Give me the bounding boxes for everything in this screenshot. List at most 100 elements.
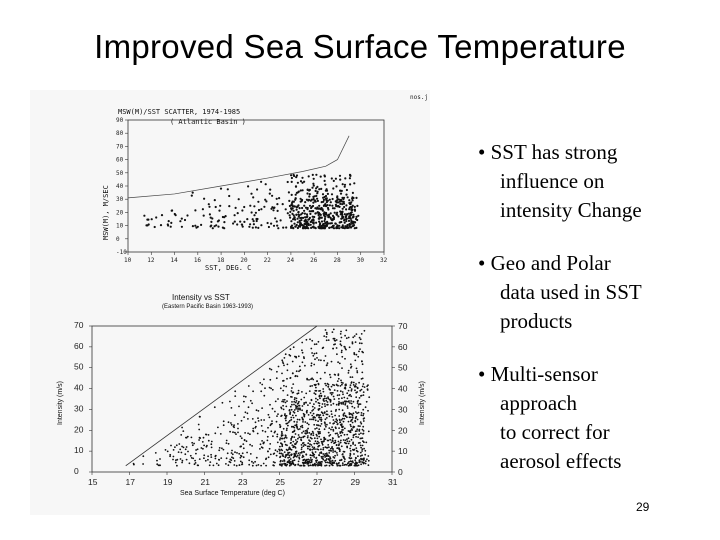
scatter-point [354, 444, 357, 447]
scatter-point [191, 441, 194, 444]
scatter-point [297, 452, 300, 455]
scatter-point [247, 385, 250, 387]
scatter-point [281, 464, 283, 467]
scatter-point [326, 410, 328, 413]
scatter-point [367, 455, 370, 457]
scatter-point [302, 356, 305, 358]
scatter-point [200, 223, 203, 226]
scatter-point [352, 449, 355, 451]
scatter-point [210, 440, 213, 443]
scatter-point [340, 445, 343, 448]
scatter-point [352, 384, 355, 386]
scatter-point [315, 173, 318, 176]
scatter-point [334, 420, 337, 423]
scatter-point [184, 453, 187, 456]
scatter-point [265, 458, 267, 461]
scatter-point [335, 347, 338, 349]
scatter-point [309, 440, 311, 442]
scatter-point [353, 453, 355, 455]
scatter-point [212, 464, 215, 467]
scatter-point [358, 381, 360, 384]
scatter-point [300, 439, 303, 442]
scatter-point [293, 205, 296, 208]
scatter-point [327, 339, 330, 341]
x-tick-label: 24 [287, 257, 295, 264]
scatter-point [276, 441, 279, 444]
y-tick-label-right: 10 [398, 446, 408, 456]
scatter-point [182, 446, 185, 449]
scatter-point [294, 197, 297, 200]
scatter-point [330, 404, 332, 406]
scatter-point [231, 456, 233, 459]
scatter-point [185, 458, 188, 461]
scatter-point [313, 363, 316, 366]
scatter-point [324, 446, 327, 449]
scatter-point [317, 420, 319, 423]
scatter-point [321, 347, 324, 350]
scatter-point [268, 192, 271, 195]
scatter-point [260, 390, 263, 393]
scatter-point [238, 405, 240, 408]
scatter-point [322, 222, 325, 226]
scatter-point [241, 463, 243, 466]
scatter-point [260, 464, 262, 467]
x-tick-label: 25 [276, 477, 286, 487]
scatter-point [323, 436, 326, 439]
scatter-point [362, 440, 364, 442]
scatter-point [353, 335, 356, 337]
scatter-point [338, 198, 341, 201]
scatter-point [280, 452, 283, 455]
scatter-point [305, 226, 308, 230]
scatter-point [313, 392, 316, 394]
scatter-point [325, 331, 328, 334]
scatter-point [356, 418, 359, 421]
scatter-point [215, 224, 218, 227]
scatter-point [297, 437, 299, 440]
scatter-point [284, 208, 287, 211]
y-tick-label-right: 30 [398, 404, 408, 414]
scatter-point [331, 204, 334, 207]
scatter-point [315, 389, 318, 392]
scatter-point [341, 464, 344, 466]
scatter-point [170, 221, 173, 224]
scatter-point [207, 439, 210, 442]
scatter-point [218, 447, 221, 449]
scatter-point [293, 454, 296, 456]
scatter-point [358, 461, 361, 464]
scatter-point [356, 450, 359, 453]
scatter-point [316, 380, 318, 383]
scatter-point [269, 188, 272, 191]
scatter-point [207, 458, 209, 461]
scatter-point [325, 339, 328, 342]
scatter-point [351, 376, 354, 378]
scatter-point [321, 193, 325, 196]
scatter-point [349, 183, 352, 186]
scatter-point [283, 364, 285, 367]
scatter-point [280, 415, 282, 417]
scatter-point [314, 451, 317, 453]
scatter-point [311, 464, 314, 467]
scatter-point [311, 448, 314, 451]
scatter-point [313, 352, 316, 355]
scatter-point [243, 220, 246, 223]
scatter-point [368, 396, 371, 399]
scatter-point [285, 448, 288, 451]
scatter-point [301, 361, 304, 364]
scatter-point [335, 185, 338, 188]
scatter-point [276, 224, 279, 227]
scatter-point [284, 456, 287, 459]
scatter-point [334, 414, 336, 417]
scatter-point [305, 411, 308, 414]
scatter-point [311, 352, 313, 354]
page-number: 29 [636, 500, 650, 514]
scatter-point [322, 458, 325, 461]
scatter-point [325, 459, 327, 462]
scatter-point [318, 444, 320, 447]
scatter-point [352, 425, 355, 428]
scatter-point [332, 440, 334, 442]
scatter-point [230, 452, 233, 454]
scatter-point [266, 435, 269, 438]
scatter-point [290, 220, 293, 223]
scatter-point [343, 464, 346, 466]
scatter-point [196, 225, 199, 228]
